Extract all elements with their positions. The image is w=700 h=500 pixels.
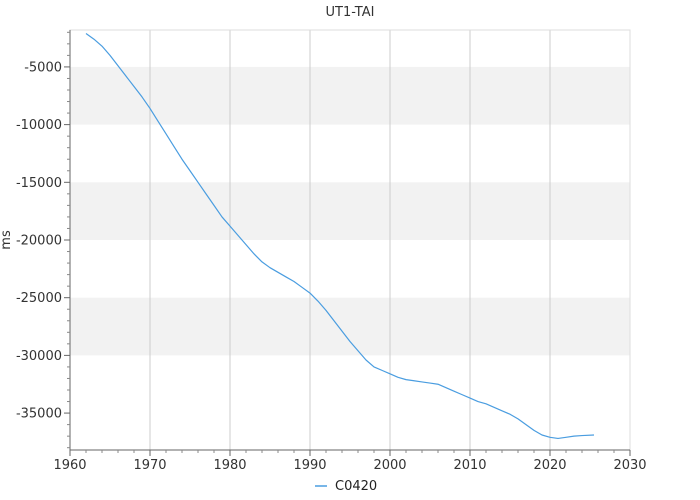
y-axis-title: ms xyxy=(0,230,14,250)
background-band xyxy=(70,182,630,240)
y-tick-label: -20000 xyxy=(16,234,62,249)
background-band xyxy=(70,297,630,356)
y-axis-ticks: -5000 -10000 -15000 -20000 -25000 -30000 -3500… xyxy=(16,31,70,449)
x-tick-label: 1980 xyxy=(213,458,246,473)
x-tick-label: 1960 xyxy=(53,458,86,473)
legend-label: C0420 xyxy=(335,479,377,494)
x-tick-label: 2000 xyxy=(373,458,406,473)
x-tick-label: 2030 xyxy=(613,458,646,473)
y-tick-label: -30000 xyxy=(16,349,62,364)
y-tick-label: -25000 xyxy=(16,291,62,306)
series-layer xyxy=(85,32,595,440)
chart-title: UT1-TAI xyxy=(326,5,375,20)
y-tick-label: -35000 xyxy=(16,407,62,422)
x-tick-label: 1970 xyxy=(133,458,166,473)
x-axis-ticks: 1960 1970 1980 1990 2000 2010 2020 2030 xyxy=(53,450,647,473)
x-tick-label: 2010 xyxy=(453,458,486,473)
x-tick-label: 1990 xyxy=(293,458,326,473)
y-tick-label: -10000 xyxy=(16,118,62,133)
y-tick-label: -5000 xyxy=(24,60,62,75)
legend[interactable]: C0420 xyxy=(315,479,377,494)
x-tick-label: 2020 xyxy=(533,458,566,473)
series-line xyxy=(85,32,595,440)
background-band xyxy=(70,66,630,125)
y-tick-label: -15000 xyxy=(16,176,62,191)
vertical-gridlines xyxy=(149,30,551,450)
background-bands xyxy=(70,66,630,356)
